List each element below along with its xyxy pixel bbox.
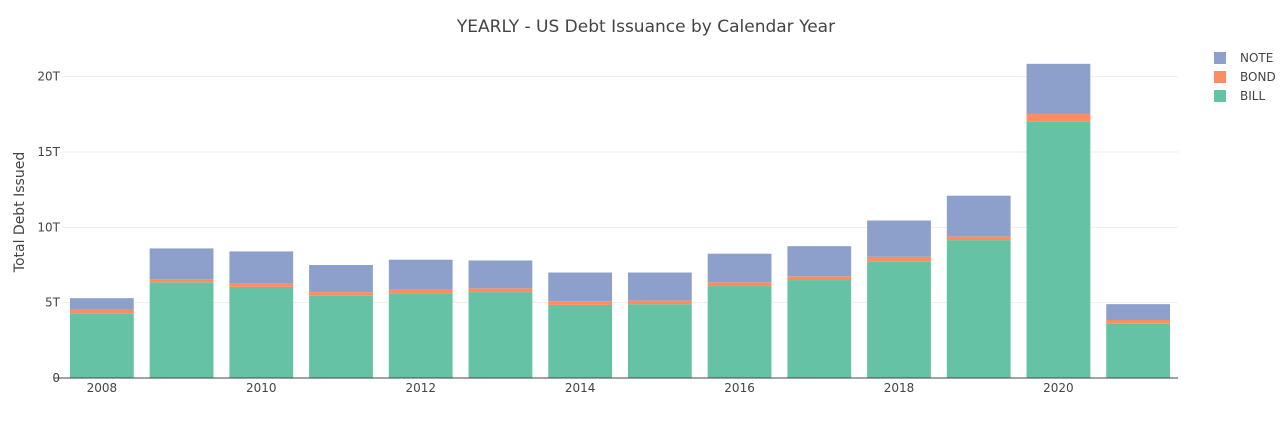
bar-bill-2020 [1026, 121, 1091, 378]
legend-swatch [1214, 71, 1226, 83]
bars-layer [69, 63, 1171, 378]
y-tick-label: 20T [37, 70, 60, 84]
bar-bond-2021 [1106, 319, 1171, 324]
legend-label: NOTE [1240, 51, 1273, 65]
bar-bond-2009 [149, 279, 214, 283]
bar-bond-2013 [468, 288, 533, 293]
bar-note-2014 [548, 272, 613, 302]
bar-note-2019 [946, 195, 1011, 237]
x-tick-label: 2012 [405, 381, 436, 395]
bar-bond-2015 [627, 300, 692, 305]
y-tick-label: 15T [37, 145, 60, 159]
x-tick-label: 2008 [87, 381, 118, 395]
chart-title: YEARLY - US Debt Issuance by Calendar Ye… [456, 17, 835, 37]
bar-bond-2016 [707, 282, 772, 287]
bar-note-2011 [309, 264, 373, 293]
bar-note-2020 [1026, 63, 1091, 114]
legend-item-note[interactable]: NOTE [1214, 51, 1273, 65]
bar-bond-2020 [1026, 113, 1091, 122]
bar-bill-2008 [69, 313, 134, 378]
bar-bill-2014 [548, 304, 613, 378]
legend-label: BILL [1240, 89, 1265, 103]
legend-label: BOND [1240, 70, 1276, 84]
bar-bill-2021 [1106, 323, 1171, 378]
legend: NOTE BOND BILL [1214, 51, 1276, 103]
bar-bill-2009 [149, 282, 214, 378]
legend-item-bill[interactable]: BILL [1214, 89, 1265, 103]
bar-note-2009 [149, 248, 214, 280]
bar-bill-2018 [867, 261, 931, 378]
y-axis-title: Total Debt Issued [12, 152, 28, 273]
legend-swatch [1214, 90, 1226, 102]
bar-bill-2013 [468, 292, 533, 378]
y-tick-label: 10T [37, 220, 60, 234]
bar-bond-2017 [787, 276, 852, 281]
legend-item-bond[interactable]: BOND [1214, 70, 1276, 84]
bar-note-2010 [229, 251, 294, 284]
bar-bill-2016 [707, 286, 772, 378]
x-tick-label: 2016 [724, 381, 755, 395]
bar-bond-2008 [69, 309, 134, 314]
bar-bond-2011 [309, 292, 373, 296]
bar-bill-2012 [388, 293, 453, 378]
bar-bill-2010 [229, 286, 294, 378]
bar-bond-2012 [388, 289, 453, 294]
x-tick-label: 2014 [565, 381, 596, 395]
bar-note-2017 [787, 246, 852, 277]
bar-note-2016 [707, 253, 772, 283]
bar-bill-2015 [627, 304, 692, 378]
legend-swatch [1214, 52, 1226, 64]
bar-note-2008 [69, 298, 134, 310]
x-tick-label: 2018 [884, 381, 915, 395]
bar-note-2013 [468, 260, 533, 289]
x-tick-label: 2010 [246, 381, 277, 395]
bar-bond-2019 [946, 236, 1011, 241]
bar-bill-2017 [787, 280, 852, 378]
x-tick-label: 2020 [1043, 381, 1074, 395]
bar-bond-2018 [867, 256, 931, 262]
bar-bill-2019 [946, 240, 1011, 378]
bar-bill-2011 [309, 295, 373, 378]
bar-bond-2014 [548, 301, 613, 305]
bar-note-2015 [627, 272, 692, 301]
bar-note-2012 [388, 259, 453, 290]
y-tick-label: 5T [45, 296, 61, 310]
bar-bond-2010 [229, 283, 294, 287]
bar-note-2018 [867, 220, 931, 257]
bar-note-2021 [1106, 304, 1171, 320]
